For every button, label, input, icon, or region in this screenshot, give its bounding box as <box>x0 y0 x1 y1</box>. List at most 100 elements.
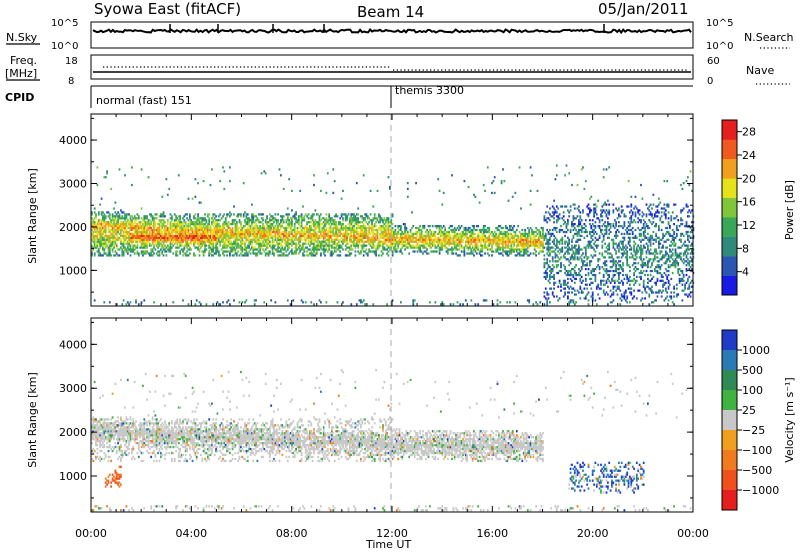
heatmap-cell <box>361 225 364 228</box>
heatmap-cell <box>168 232 171 236</box>
heatmap-cell <box>140 221 143 224</box>
heatmap-cell <box>307 234 310 238</box>
heatmap-cell <box>390 219 393 222</box>
heatmap-cell <box>252 213 255 216</box>
heatmap-cell <box>125 250 128 253</box>
heatmap-cell <box>219 303 222 306</box>
heatmap-cell <box>445 250 448 253</box>
heatmap-cell <box>253 225 256 228</box>
heatmap-cell <box>262 217 264 220</box>
heatmap-cell <box>259 228 262 232</box>
heatmap-cell <box>564 230 566 234</box>
heatmap-cell <box>474 246 477 249</box>
heatmap-cell <box>329 236 332 239</box>
heatmap-cell <box>136 228 139 232</box>
heatmap-cell <box>328 246 331 249</box>
heatmap-cell <box>212 215 215 218</box>
heatmap-cell <box>571 256 573 259</box>
heatmap-cell <box>253 215 256 218</box>
heatmap-cell <box>186 236 188 239</box>
heatmap-cell <box>282 226 285 230</box>
heatmap-cell <box>578 230 580 234</box>
heatmap-cell <box>584 248 587 251</box>
heatmap-cell <box>189 221 191 224</box>
heatmap-cell <box>506 226 509 230</box>
heatmap-cell <box>500 230 503 234</box>
heatmap-cell <box>337 234 340 238</box>
heatmap-cell <box>175 226 177 230</box>
heatmap-cell <box>584 180 587 183</box>
heatmap-cell <box>484 244 486 247</box>
heatmap-cell <box>144 217 147 220</box>
heatmap-cell <box>240 213 242 216</box>
heatmap-cell <box>582 264 584 267</box>
heatmap-cell <box>96 166 99 169</box>
heatmap-cell <box>394 225 397 228</box>
heatmap-cell <box>549 238 551 241</box>
heatmap-cell <box>320 246 322 249</box>
heatmap-cell <box>104 223 107 226</box>
heatmap-cell <box>271 228 274 232</box>
heatmap-cell <box>365 240 368 243</box>
heatmap-cell <box>549 246 551 249</box>
heatmap-cell <box>525 244 528 247</box>
heatmap-cell <box>189 242 191 245</box>
heatmap-cell <box>237 234 239 238</box>
heatmap-cell <box>555 266 558 269</box>
heatmap-cell <box>418 240 420 243</box>
heatmap-cell <box>93 217 96 220</box>
heatmap-cell <box>126 232 129 236</box>
heatmap-cell <box>543 271 546 275</box>
heatmap-cell <box>562 230 565 234</box>
heatmap-cell <box>565 283 568 286</box>
heatmap-cell <box>216 226 219 230</box>
heatmap-cell <box>484 238 486 241</box>
heatmap-cell <box>115 221 118 224</box>
heatmap-cell <box>291 252 293 255</box>
heatmap-cell <box>144 228 147 232</box>
heatmap-cell <box>538 230 540 234</box>
heatmap-cell <box>155 228 158 232</box>
heatmap-cell <box>120 226 122 230</box>
heatmap-cell <box>322 240 325 243</box>
heatmap-cell <box>296 244 299 247</box>
heatmap-cell <box>551 291 554 294</box>
heatmap-cell <box>475 236 478 239</box>
heatmap-cell <box>346 219 348 222</box>
heatmap-cell <box>295 217 297 220</box>
heatmap-cell <box>578 244 580 247</box>
heatmap-cell <box>335 246 337 249</box>
heatmap-cell <box>300 244 303 247</box>
heatmap-cell <box>97 238 100 241</box>
heatmap-cell <box>568 246 571 249</box>
heatmap-cell <box>597 260 600 263</box>
heatmap-cell <box>318 217 321 220</box>
heatmap-cell <box>510 246 513 249</box>
heatmap-cell <box>204 238 206 241</box>
heatmap-cell <box>110 242 113 245</box>
heatmap-cell <box>419 236 422 239</box>
heatmap-cell <box>535 230 537 234</box>
heatmap-cell <box>398 242 401 245</box>
heatmap-cell <box>189 252 191 255</box>
heatmap-cell <box>540 236 543 239</box>
heatmap-cell <box>219 244 222 247</box>
heatmap-cell <box>248 223 251 226</box>
heatmap-cell <box>544 297 547 300</box>
heatmap-cell <box>535 250 537 253</box>
heatmap-cell <box>110 236 113 239</box>
heatmap-cell <box>576 238 579 241</box>
heatmap-cell <box>96 238 99 241</box>
heatmap-cell <box>177 221 180 224</box>
heatmap-cell <box>412 244 415 247</box>
heatmap-cell <box>140 230 143 234</box>
heatmap-cell <box>336 228 339 232</box>
heatmap-cell <box>325 191 328 195</box>
heatmap-cell <box>155 217 158 220</box>
heatmap-cell <box>309 234 311 238</box>
heatmap-cell <box>595 238 598 241</box>
heatmap-cell <box>139 238 142 241</box>
heatmap-cell <box>114 201 117 204</box>
heatmap-cell <box>293 217 296 220</box>
heatmap-cell <box>208 252 211 255</box>
